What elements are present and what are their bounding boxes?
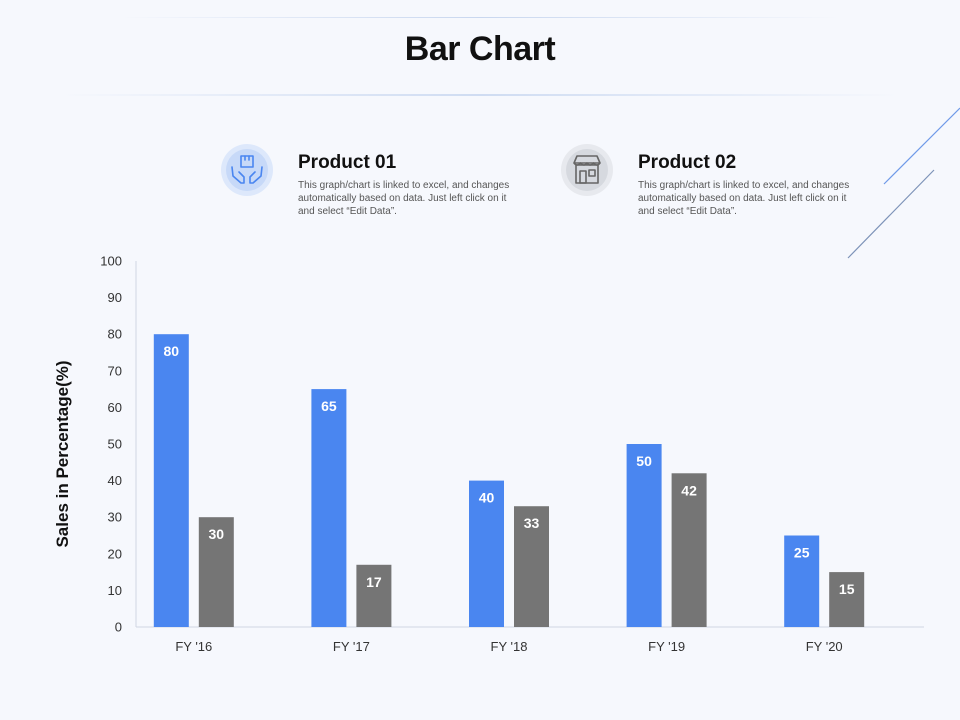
bar-product-02 <box>829 572 865 627</box>
x-tick-label: FY '20 <box>806 639 843 654</box>
decorative-diagonal-lines <box>847 107 960 259</box>
x-tick-label: FY '17 <box>333 639 370 654</box>
bar-data-label: 33 <box>524 515 540 531</box>
bar-product-02 <box>514 506 549 627</box>
bar-data-label: 17 <box>366 574 382 590</box>
y-axis-title: Sales in Percentage(%) <box>53 360 72 547</box>
bar-product-02 <box>198 517 234 627</box>
legend-description: This graph/chart is linked to excel, and… <box>638 180 850 217</box>
bar-product-01 <box>153 334 189 627</box>
bar-product-01 <box>784 535 820 627</box>
title-divider <box>60 94 900 96</box>
bar-data-label: 25 <box>794 545 810 561</box>
legend-title: Product 01 <box>298 152 397 173</box>
y-tick-label: 50 <box>108 437 122 452</box>
x-tick-label: FY '18 <box>491 639 528 654</box>
y-tick-label: 80 <box>108 327 122 342</box>
bar-product-01 <box>626 444 662 627</box>
legend-product-02: Product 02 This graph/chart is linked to… <box>560 143 860 233</box>
bar-data-label: 30 <box>209 526 225 542</box>
bar-data-label: 15 <box>839 581 855 597</box>
bar-product-01 <box>469 480 504 627</box>
legend-icon-badge <box>220 143 274 197</box>
hands-box-icon <box>221 144 273 196</box>
x-tick-label: FY '16 <box>175 639 212 654</box>
legend-icon-badge <box>560 143 614 197</box>
y-tick-label: 60 <box>108 400 122 415</box>
bar-product-01 <box>311 389 347 627</box>
top-divider <box>120 17 840 18</box>
legend-product-01: Product 01 This graph/chart is linked to… <box>220 143 520 233</box>
bar-data-label: 50 <box>636 453 652 469</box>
y-tick-label: 100 <box>100 254 122 269</box>
bar-data-label: 80 <box>164 343 180 359</box>
y-tick-label: 70 <box>108 363 122 378</box>
x-tick-label: FY '19 <box>648 639 685 654</box>
y-tick-label: 10 <box>108 583 122 598</box>
legend-description: This graph/chart is linked to excel, and… <box>298 180 510 217</box>
y-tick-label: 30 <box>108 510 122 525</box>
y-tick-label: 20 <box>108 546 122 561</box>
bar-product-02 <box>356 564 392 627</box>
y-tick-label: 90 <box>108 290 122 305</box>
y-tick-label: 0 <box>115 620 122 635</box>
y-tick-label: 40 <box>108 473 122 488</box>
page-title: Bar Chart <box>404 30 556 68</box>
bar-data-label: 42 <box>681 482 697 498</box>
bar-data-label: 65 <box>321 398 337 414</box>
bar-data-label: 40 <box>479 490 495 506</box>
bar-product-02 <box>671 473 707 627</box>
legend-title: Product 02 <box>638 152 737 173</box>
storefront-icon <box>561 144 613 196</box>
